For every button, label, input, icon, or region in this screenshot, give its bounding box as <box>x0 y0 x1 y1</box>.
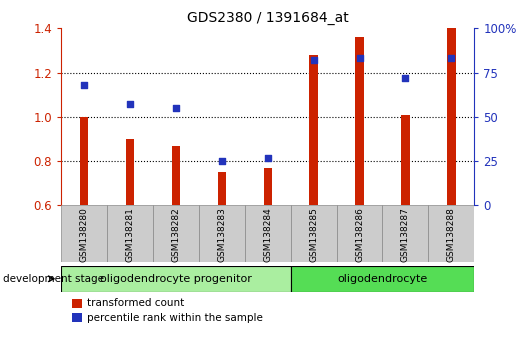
Point <box>126 102 134 107</box>
Bar <box>447 28 455 205</box>
Text: GSM138284: GSM138284 <box>263 207 272 262</box>
Bar <box>245 205 290 262</box>
Bar <box>428 205 474 262</box>
Text: GSM138286: GSM138286 <box>355 207 364 262</box>
Bar <box>61 205 107 262</box>
Bar <box>172 145 180 205</box>
Point <box>172 105 180 111</box>
Bar <box>199 205 245 262</box>
Text: GSM138282: GSM138282 <box>171 207 180 262</box>
Bar <box>337 205 383 262</box>
Bar <box>401 115 410 205</box>
Bar <box>153 205 199 262</box>
Bar <box>80 117 88 205</box>
Text: GSM138287: GSM138287 <box>401 207 410 262</box>
Point <box>310 57 318 63</box>
Point <box>447 56 456 61</box>
Text: development stage: development stage <box>3 274 104 284</box>
Text: GSM138288: GSM138288 <box>447 207 456 262</box>
Bar <box>356 37 364 205</box>
Bar <box>218 172 226 205</box>
Text: percentile rank within the sample: percentile rank within the sample <box>87 313 263 322</box>
Text: GSM138285: GSM138285 <box>309 207 318 262</box>
Point <box>80 82 88 88</box>
Text: transformed count: transformed count <box>87 298 184 308</box>
Bar <box>383 205 428 262</box>
Bar <box>290 266 474 292</box>
Point <box>401 75 410 81</box>
Bar <box>61 266 290 292</box>
Text: GSM138283: GSM138283 <box>217 207 226 262</box>
Point <box>217 158 226 164</box>
Bar <box>290 205 337 262</box>
Title: GDS2380 / 1391684_at: GDS2380 / 1391684_at <box>187 11 349 24</box>
Text: oligodendrocyte: oligodendrocyte <box>338 274 428 284</box>
Text: oligodendrocyte progenitor: oligodendrocyte progenitor <box>100 274 252 284</box>
Bar <box>126 139 134 205</box>
Bar <box>310 55 317 205</box>
Bar <box>107 205 153 262</box>
Text: GSM138281: GSM138281 <box>126 207 134 262</box>
Text: GSM138280: GSM138280 <box>80 207 89 262</box>
Point <box>263 155 272 160</box>
Point <box>355 56 364 61</box>
Bar <box>263 168 272 205</box>
